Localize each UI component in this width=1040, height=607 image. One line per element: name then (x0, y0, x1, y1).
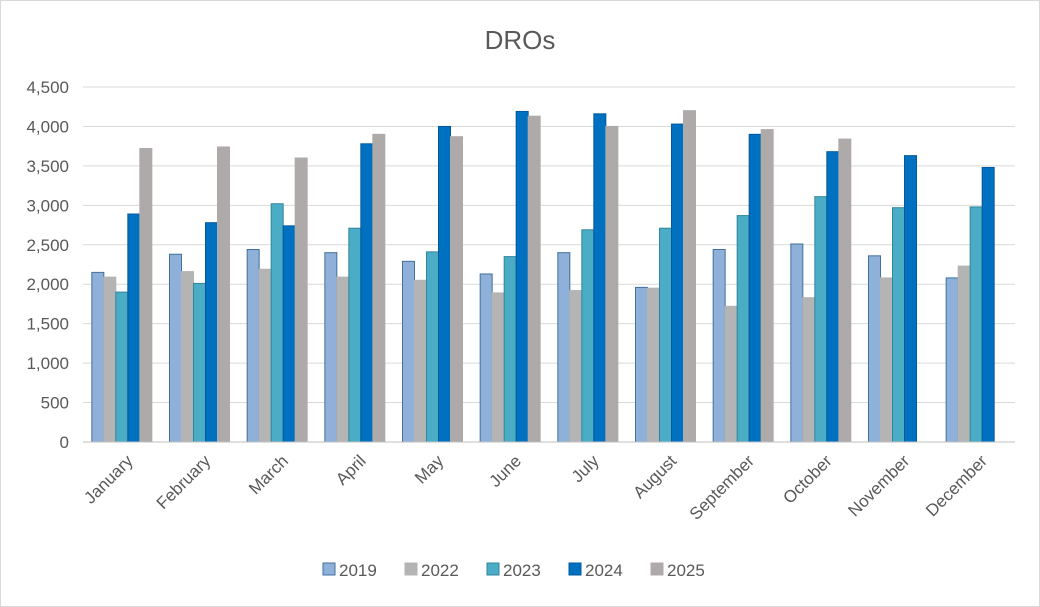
y-tick-label: 0 (60, 433, 69, 452)
bar-2024-april (360, 143, 374, 443)
bar-2024-february (205, 222, 218, 443)
y-tick-label: 3,500 (26, 157, 69, 176)
bar-2022-may (414, 279, 427, 443)
bar-2025-february (217, 146, 230, 443)
bar-2022-november (880, 277, 893, 443)
x-category-label: December (922, 451, 991, 520)
bar-2023-january (115, 291, 129, 443)
bar-2023-may (426, 251, 439, 443)
bar-2022-march (258, 268, 272, 443)
bar-2019-february (169, 253, 182, 443)
bar-2019-july (557, 252, 571, 443)
bar-2024-march (282, 225, 296, 443)
bar-2019-november (868, 255, 881, 443)
bar-2024-june (515, 110, 529, 443)
bar-2025-june (527, 115, 541, 443)
bar-2025-may (450, 136, 463, 443)
y-tick-label: 500 (41, 394, 69, 413)
bar-2023-march (270, 203, 284, 443)
bar-2023-june (503, 256, 517, 443)
bar-2025-january (139, 148, 153, 443)
bar-2022-june (491, 292, 505, 443)
bar-2023-december (969, 206, 983, 443)
bar-2022-september (724, 305, 738, 443)
bar-2023-february (193, 282, 206, 443)
bar-2023-september (736, 215, 750, 443)
x-category-label: March (245, 451, 292, 498)
bar-2024-november (904, 155, 917, 443)
legend-label-2019: 2019 (339, 561, 377, 580)
x-category-label: April (332, 451, 369, 488)
bar-2019-august (635, 286, 648, 443)
y-tick-label: 1,500 (26, 315, 69, 334)
legend-label-2022: 2022 (421, 561, 459, 580)
y-tick-label: 2,500 (26, 236, 69, 255)
y-tick-label: 1,000 (26, 354, 69, 373)
chart-title: DROs (485, 25, 556, 55)
x-category-label: June (485, 451, 525, 491)
legend-swatch-2024 (568, 562, 582, 576)
gridlines (83, 86, 1015, 404)
x-category-label: October (779, 451, 835, 507)
bar-2022-august (647, 287, 660, 443)
bar-2024-july (593, 113, 607, 443)
bars (91, 110, 995, 443)
bar-2025-september (760, 129, 774, 443)
bar-2019-may (402, 260, 415, 443)
legend-swatch-2025 (650, 562, 664, 576)
bar-2022-october (802, 297, 816, 443)
x-category-label: July (568, 451, 603, 486)
bar-2023-august (659, 227, 672, 443)
x-category-label: May (411, 451, 447, 487)
bar-2022-december (957, 265, 971, 443)
bar-2025-march (294, 157, 308, 443)
legend: 2019 2022 2023 2024 2025 (322, 561, 705, 580)
legend-label-2023: 2023 (503, 561, 541, 580)
bar-2025-october (838, 138, 852, 443)
x-category-label: September (686, 451, 758, 523)
y-tick-label: 4,000 (26, 117, 69, 136)
x-category-label: August (629, 451, 680, 502)
bar-2019-september (712, 249, 726, 443)
x-axis-categories: January February March April May June July Augu… (80, 451, 991, 524)
legend-swatch-2023 (486, 562, 500, 576)
legend-swatch-2019 (322, 562, 336, 576)
bar-2024-october (826, 151, 840, 443)
bar-2019-january (91, 271, 105, 443)
bar-2024-december (981, 166, 995, 443)
x-category-label: January (80, 451, 137, 508)
y-axis-ticks: 0 500 1,000 1,500 2,000 2,500 3,000 3,500 4,000 4… (26, 78, 69, 452)
bar-2022-february (181, 271, 194, 443)
bar-2025-july (605, 125, 619, 443)
x-category-label: November (844, 451, 913, 520)
bar-2022-july (569, 290, 583, 443)
bar-2022-april (336, 276, 350, 443)
bar-2024-september (748, 133, 762, 443)
bar-2022-january (103, 276, 117, 443)
bar-2024-may (438, 125, 451, 443)
bar-2023-november (892, 207, 905, 443)
bar-2024-august (671, 123, 684, 443)
legend-label-2025: 2025 (667, 561, 705, 580)
legend-label-2024: 2024 (585, 561, 623, 580)
bar-2024-january (127, 213, 141, 443)
bar-2019-june (479, 273, 493, 443)
bar-2019-december (945, 277, 959, 443)
bar-2023-april (348, 227, 362, 443)
bar-2019-october (790, 243, 804, 443)
y-tick-label: 4,500 (26, 78, 69, 97)
bar-2019-march (246, 249, 260, 443)
bar-2025-august (683, 110, 696, 443)
bar-2023-october (814, 196, 828, 443)
x-category-label: February (153, 451, 215, 513)
bar-2023-july (581, 229, 595, 443)
bar-2019-april (324, 252, 338, 443)
bar-2025-april (372, 133, 386, 443)
legend-swatch-2022 (404, 562, 418, 576)
y-tick-label: 2,000 (26, 275, 69, 294)
y-tick-label: 3,000 (26, 196, 69, 215)
